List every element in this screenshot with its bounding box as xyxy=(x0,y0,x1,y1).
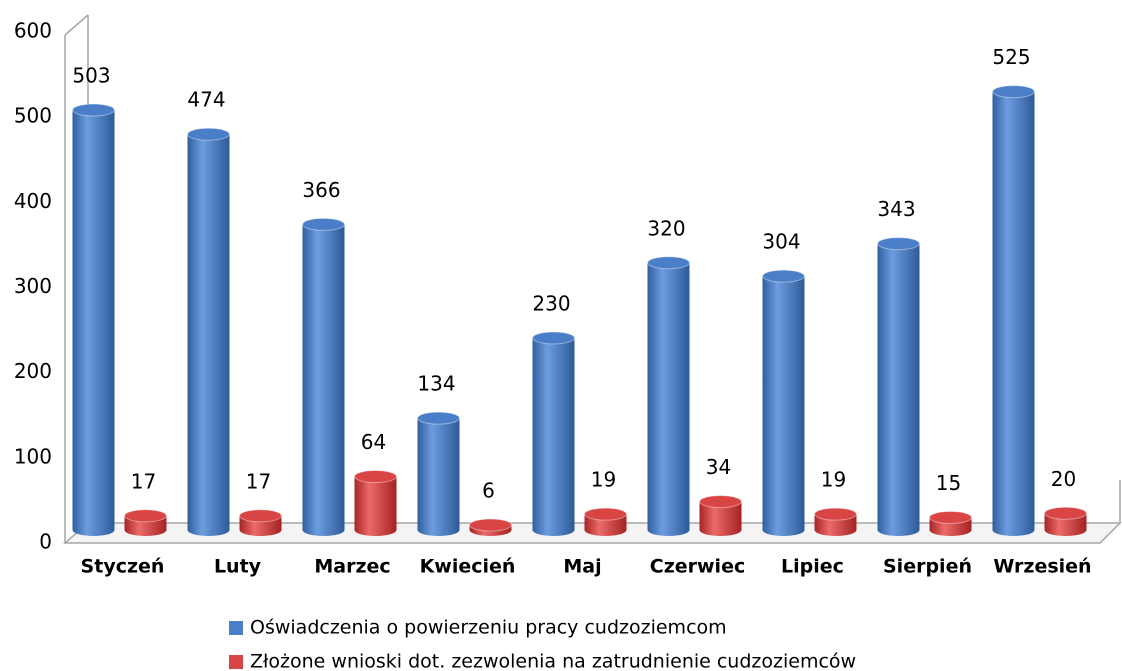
cylinder xyxy=(469,518,512,536)
y-tick-label: 0 xyxy=(39,530,52,554)
cylinder-top xyxy=(532,331,575,345)
cylinder-top xyxy=(647,256,690,270)
cylinder xyxy=(762,269,805,536)
cylinder xyxy=(124,509,167,536)
bar xyxy=(992,91,1035,530)
cylinder xyxy=(187,127,230,536)
cylinder-top xyxy=(584,507,627,521)
cylinder xyxy=(647,256,690,536)
value-label: 320 xyxy=(647,216,685,240)
cylinder-top xyxy=(1044,506,1087,520)
x-tick-label: Lipiec xyxy=(781,556,844,578)
cylinder xyxy=(814,507,857,536)
x-tick-label: Maj xyxy=(563,556,601,578)
x-tick-label: Wrzesień xyxy=(993,556,1091,578)
cylinder-top xyxy=(814,507,857,521)
legend-swatch xyxy=(229,655,243,669)
value-label: 34 xyxy=(706,455,731,479)
cylinder-top xyxy=(302,217,345,231)
value-label: 15 xyxy=(936,471,961,495)
y-tick-label: 200 xyxy=(14,359,52,383)
cylinder xyxy=(72,103,115,536)
cylinder xyxy=(584,507,627,536)
cylinder xyxy=(929,510,972,536)
cylinder-top xyxy=(992,85,1035,99)
value-label: 19 xyxy=(821,468,846,492)
value-label: 134 xyxy=(417,372,455,396)
cylinder xyxy=(877,237,920,536)
cylinder-top xyxy=(929,510,972,524)
legend-label: Złożone wnioski dot. zezwolenia na zatru… xyxy=(250,651,856,671)
bar xyxy=(417,418,460,530)
value-label: 17 xyxy=(246,469,271,493)
bar xyxy=(302,224,345,530)
cylinder xyxy=(302,217,345,536)
x-tick-label: Kwiecień xyxy=(420,556,516,578)
value-label: 503 xyxy=(72,63,110,87)
cylinder-top xyxy=(762,269,805,283)
value-label: 20 xyxy=(1051,467,1076,491)
cylinder xyxy=(992,85,1035,536)
value-label: 474 xyxy=(187,88,225,112)
x-tick-label: Styczeń xyxy=(81,556,165,578)
x-tick-label: Czerwiec xyxy=(650,556,745,578)
value-label: 17 xyxy=(131,469,156,493)
cylinder-top xyxy=(877,237,920,251)
legend-swatch xyxy=(229,621,243,635)
cylinder xyxy=(699,495,742,536)
x-tick-label: Luty xyxy=(214,556,262,578)
value-label: 6 xyxy=(482,478,495,502)
cylinder xyxy=(532,331,575,536)
bar xyxy=(354,476,397,530)
cylinder-top xyxy=(354,470,397,484)
bar xyxy=(647,262,690,530)
cylinder-top xyxy=(699,495,742,509)
cylinder xyxy=(354,470,397,536)
value-label: 304 xyxy=(762,230,800,254)
x-tick-label: Marzec xyxy=(314,556,390,578)
y-tick-label: 500 xyxy=(14,104,52,128)
value-label: 230 xyxy=(532,291,570,315)
bar xyxy=(72,109,115,531)
cylinder xyxy=(239,509,282,536)
cylinder-top xyxy=(239,509,282,523)
cylinder-top xyxy=(469,518,512,532)
cylinder-top xyxy=(72,103,115,117)
cylinder xyxy=(1044,506,1087,536)
bar xyxy=(762,276,805,530)
cylinder-top xyxy=(124,509,167,523)
cylinder-top xyxy=(187,127,230,141)
value-label: 343 xyxy=(877,197,915,221)
value-label: 525 xyxy=(992,45,1030,69)
cylinder xyxy=(417,411,460,536)
cylinder-top xyxy=(417,411,460,425)
y-tick-label: 100 xyxy=(14,444,52,468)
value-label: 19 xyxy=(591,468,616,492)
bar xyxy=(532,337,575,530)
value-label: 366 xyxy=(302,178,340,202)
value-label: 64 xyxy=(361,430,386,454)
y-tick-label: 600 xyxy=(14,19,52,43)
y-tick-label: 300 xyxy=(14,274,52,298)
bar xyxy=(187,134,230,530)
bar xyxy=(877,243,920,530)
legend-label: Oświadczenia o powierzeniu pracy cudzozi… xyxy=(250,617,727,639)
x-tick-label: Sierpień xyxy=(883,556,972,578)
y-tick-label: 400 xyxy=(14,189,52,213)
